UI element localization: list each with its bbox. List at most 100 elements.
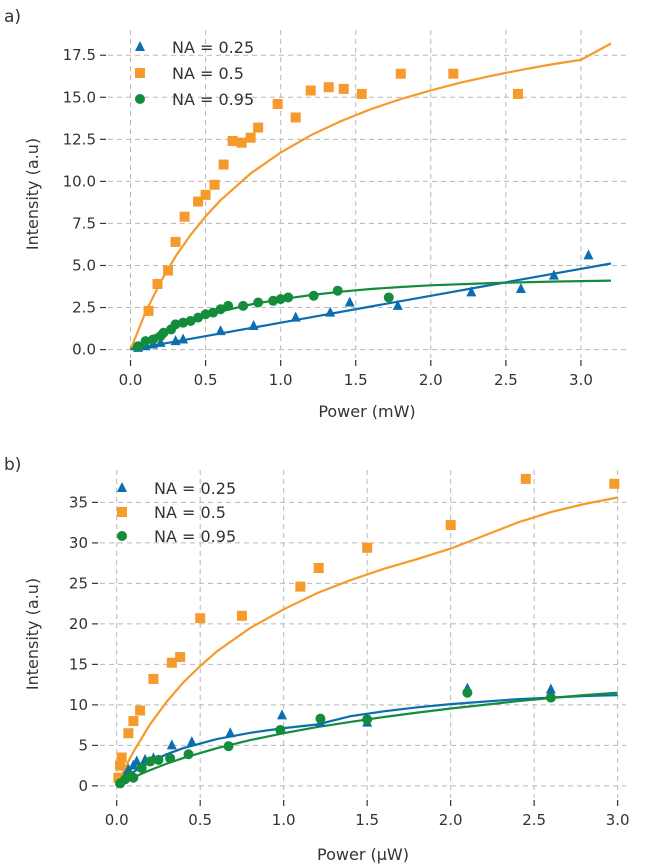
data-point — [268, 295, 279, 306]
data-point — [155, 336, 166, 347]
data-point — [248, 320, 259, 331]
data-point — [290, 311, 301, 322]
legend-marker — [135, 41, 145, 51]
data-point — [392, 299, 403, 310]
data-point — [143, 305, 154, 316]
data-point — [277, 709, 288, 720]
data-point — [153, 754, 164, 765]
data-point — [448, 68, 459, 79]
data-point — [170, 236, 181, 247]
data-point — [193, 312, 204, 323]
legend-marker — [117, 482, 127, 492]
data-point — [178, 333, 189, 344]
data-point — [313, 562, 324, 573]
data-point — [362, 714, 373, 725]
legend-label: NA = 0.25 — [172, 38, 254, 57]
data-point — [135, 705, 146, 716]
x-axis-label: Power (µW) — [317, 845, 409, 864]
data-point — [148, 334, 159, 345]
data-point — [215, 325, 226, 336]
data-point — [185, 315, 196, 326]
y-tick-label: 12.5 — [63, 130, 96, 148]
data-point — [308, 290, 319, 301]
data-point — [200, 309, 211, 320]
x-tick-label: 3.0 — [606, 811, 630, 829]
data-point — [166, 657, 177, 668]
fit-line — [129, 42, 612, 351]
data-point — [462, 687, 473, 698]
x-tick-label: 2.5 — [494, 371, 518, 389]
data-point — [123, 728, 134, 739]
y-tick-label: 0 — [78, 777, 88, 795]
data-point — [136, 763, 147, 774]
data-point — [332, 285, 343, 296]
data-point — [275, 724, 286, 735]
y-tick-label: 0.0 — [72, 341, 96, 359]
data-point — [356, 88, 367, 99]
data-point — [583, 249, 594, 260]
legend-marker — [117, 507, 127, 517]
chart-panel-b: 0.0 0.5 1.0 1.5 2.0 2.5 3.0 0 5 10 15 20 25 30 35 Power… — [4, 455, 630, 864]
x-tick-label: 1.0 — [269, 371, 293, 389]
data-point — [193, 196, 204, 207]
data-point — [395, 68, 406, 79]
x-tick-label: 0.0 — [119, 371, 143, 389]
data-point — [215, 304, 226, 315]
data-point — [238, 300, 249, 311]
data-point — [253, 297, 264, 308]
data-point — [227, 136, 238, 147]
legend-marker — [117, 531, 127, 541]
y-axis-label: Intensity (a.u) — [23, 138, 42, 250]
y-tick-label: 5 — [78, 736, 88, 754]
x-axis-label: Power (mW) — [318, 402, 415, 421]
data-point — [325, 306, 336, 317]
x-tick-label: 0.5 — [188, 811, 212, 829]
data-point — [208, 307, 219, 318]
data-point — [515, 283, 526, 294]
y-tick-label: 15.0 — [63, 88, 96, 106]
data-point — [145, 756, 156, 767]
data-point — [113, 772, 124, 783]
data-point — [283, 292, 294, 303]
data-point — [245, 132, 256, 143]
data-point — [186, 736, 197, 747]
data-point — [290, 112, 301, 123]
x-tick-label: 2.0 — [419, 371, 443, 389]
data-point — [275, 294, 286, 305]
data-point — [152, 278, 163, 289]
data-point — [512, 88, 523, 99]
data-point — [166, 739, 177, 750]
chart-panel-a: 0.0 0.5 1.0 1.5 2.0 2.5 3.0 0.0 2.5 5.0 7.5 10.0 12.… — [4, 7, 626, 421]
y-tick-label: 25 — [69, 574, 88, 592]
data-point — [445, 520, 456, 531]
data-point — [133, 341, 144, 352]
legend-marker — [135, 68, 145, 78]
data-point — [609, 478, 620, 489]
data-point — [128, 716, 139, 727]
y-tick-label: 35 — [69, 493, 88, 511]
y-tick-label: 15 — [69, 655, 88, 673]
data-point — [148, 673, 159, 684]
data-point — [209, 179, 220, 190]
data-point — [305, 85, 316, 96]
data-point — [253, 122, 264, 133]
x-tick-label: 2.0 — [439, 811, 463, 829]
data-point — [195, 613, 206, 624]
y-tick-label: 20 — [69, 615, 88, 633]
data-point — [545, 692, 556, 703]
data-point — [520, 473, 531, 484]
panel-label: b) — [4, 455, 21, 475]
data-point — [315, 713, 326, 724]
data-point — [170, 335, 181, 346]
data-point — [272, 99, 283, 110]
x-tick-label: 0.5 — [194, 371, 218, 389]
fit-line — [115, 496, 618, 787]
legend-label: NA = 0.5 — [154, 503, 226, 522]
y-tick-label: 10 — [69, 696, 88, 714]
y-tick-label: 7.5 — [72, 214, 96, 232]
y-tick-label: 10.0 — [63, 172, 96, 190]
y-tick-label: 17.5 — [63, 46, 96, 64]
legend-marker — [135, 94, 145, 104]
legend-label: NA = 0.5 — [172, 64, 244, 83]
